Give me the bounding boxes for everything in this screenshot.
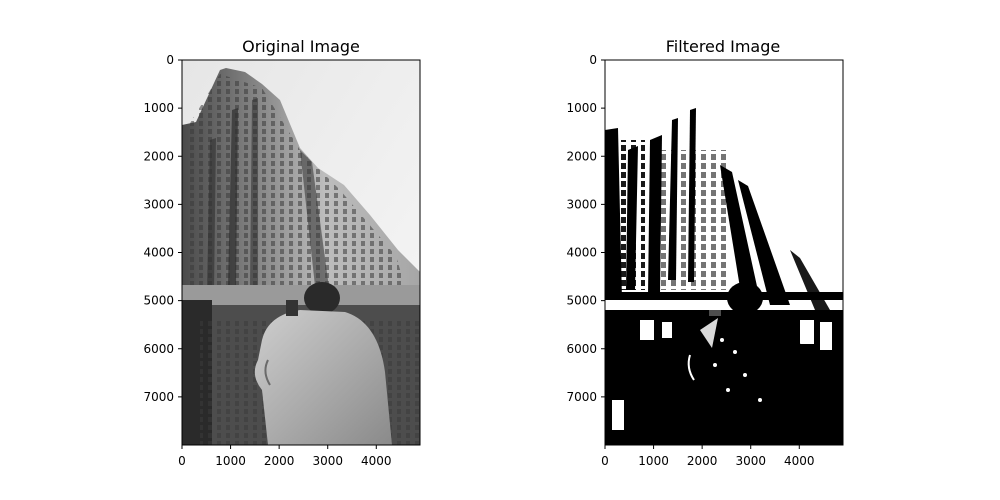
x-tick-label: 3000 <box>312 454 343 468</box>
panel-title-original: Original Image <box>242 37 360 56</box>
y-tick-label: 2000 <box>143 149 174 163</box>
y-tick-label: 7000 <box>143 390 174 404</box>
y-tick-label: 5000 <box>143 294 174 308</box>
y-tick-label: 4000 <box>143 246 174 260</box>
x-tick-label: 3000 <box>735 454 766 468</box>
y-tick-label: 4000 <box>566 246 597 260</box>
y-tick-label: 2000 <box>566 149 597 163</box>
y-tick-label: 7000 <box>566 390 597 404</box>
x-tick-label: 2000 <box>264 454 295 468</box>
y-tick-label: 1000 <box>566 101 597 115</box>
x-tick-label: 4000 <box>361 454 392 468</box>
x-axis-filtered: 0 1000 2000 3000 4000 <box>601 445 815 468</box>
panel-title-filtered: Filtered Image <box>666 37 780 56</box>
y-tick-label: 6000 <box>566 342 597 356</box>
x-tick-label: 0 <box>601 454 609 468</box>
filtered-image-photo <box>605 60 843 445</box>
y-tick-label: 3000 <box>566 197 597 211</box>
x-tick-label: 1000 <box>215 454 246 468</box>
x-axis-original: 0 1000 2000 3000 4000 <box>178 445 392 468</box>
x-tick-label: 1000 <box>638 454 669 468</box>
y-tick-label: 0 <box>166 53 174 67</box>
y-tick-label: 6000 <box>143 342 174 356</box>
y-axis-filtered: 0 1000 2000 3000 4000 5000 6000 7000 <box>566 53 605 404</box>
y-tick-label: 3000 <box>143 197 174 211</box>
y-axis-original: 0 1000 2000 3000 4000 5000 6000 7000 <box>143 53 182 404</box>
y-tick-label: 1000 <box>143 101 174 115</box>
axes-original-image: Original Image 0 1000 2000 3000 4000 01 <box>143 37 421 468</box>
x-tick-label: 2000 <box>687 454 718 468</box>
original-image-photo <box>182 60 420 445</box>
x-tick-label: 4000 <box>784 454 815 468</box>
y-tick-label: 0 <box>589 53 597 67</box>
axes-filtered-image: Filtered Image <box>566 37 844 468</box>
y-tick-label: 5000 <box>566 294 597 308</box>
x-tick-label: 0 <box>178 454 186 468</box>
